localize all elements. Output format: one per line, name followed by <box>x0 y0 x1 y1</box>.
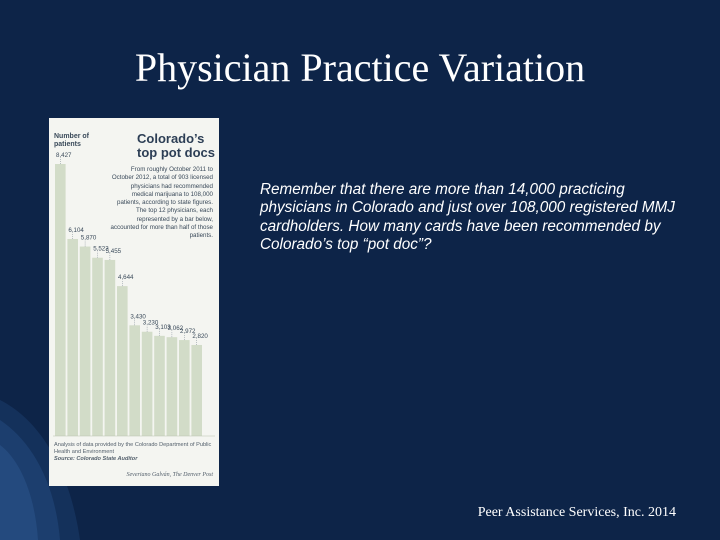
bar-1 <box>55 164 66 436</box>
value-label-3: 5,870 <box>81 235 97 242</box>
bar-6 <box>117 286 128 436</box>
value-label-12: 2,820 <box>192 333 208 340</box>
chart-blurb: From roughly October 2011 to October 201… <box>110 166 213 240</box>
slide-title: Physician Practice Variation <box>134 45 586 90</box>
body-text: Remember that there are more than 14,000… <box>260 181 675 254</box>
chart-footnote: Analysis of data provided by the Colorad… <box>54 442 214 463</box>
value-label-11: 2,972 <box>180 328 196 335</box>
value-label-4: 5,523 <box>93 246 109 253</box>
value-label-1: 8,427 <box>56 152 72 159</box>
bar-3 <box>79 246 91 436</box>
bar-5 <box>104 259 116 436</box>
value-label-7: 3,430 <box>130 313 146 320</box>
value-label-9: 3,103 <box>155 324 171 331</box>
bar-4 <box>92 257 103 436</box>
chart-ylabel: Number of patients <box>54 133 89 148</box>
bar-11 <box>179 340 190 436</box>
value-label-2: 6,104 <box>68 227 84 234</box>
bar-9 <box>154 335 165 436</box>
bar-2 <box>67 238 78 436</box>
chart-source: Source: Colorado State Auditor <box>54 456 138 462</box>
value-label-10: 3,062 <box>168 325 184 332</box>
bar-8 <box>141 331 153 436</box>
bar-12 <box>191 344 202 436</box>
chart-source-note: Analysis of data provided by the Colorad… <box>54 442 212 455</box>
value-label-6: 4,644 <box>118 274 134 281</box>
chart-credit: Severiano Galván, The Denver Post <box>126 472 213 478</box>
value-label-8: 3,230 <box>143 320 159 327</box>
chart-figure: 8,427 6,104 5,870 5,523 5,455 4,644 3,430 3,230… <box>49 118 219 486</box>
chart-title: Colorado’s top pot docs <box>137 131 215 160</box>
bar-10 <box>166 337 178 436</box>
bar-7 <box>129 325 140 436</box>
value-label-5: 5,455 <box>106 248 122 255</box>
slide-footer: Peer Assistance Services, Inc. 2014 <box>477 505 676 520</box>
